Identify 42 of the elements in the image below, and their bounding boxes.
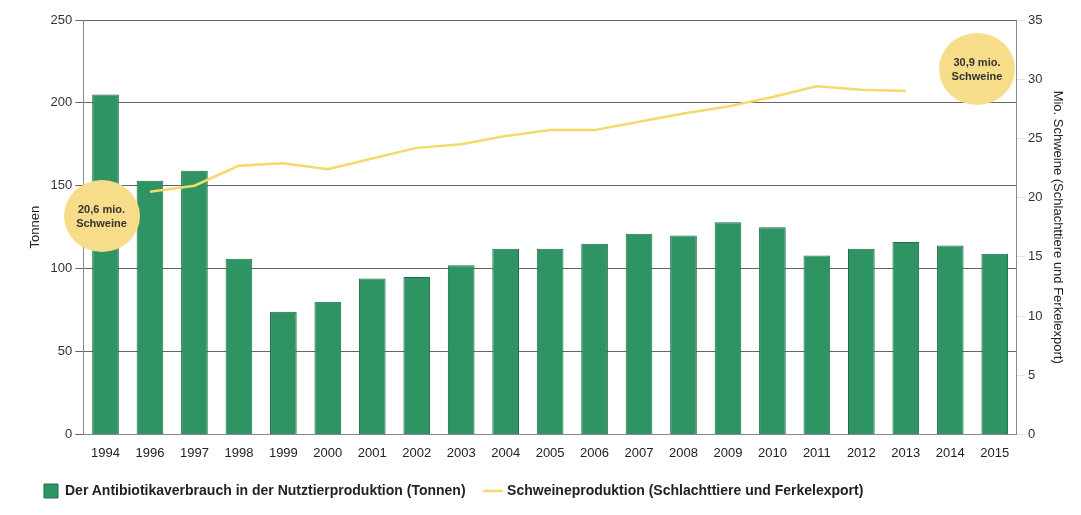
y2-tick-label: 10: [1027, 307, 1043, 323]
x-tick-label: 2009: [713, 444, 743, 460]
y-tick-label: 250: [50, 11, 73, 27]
x-tick-label: 2015: [980, 444, 1010, 460]
y-tick-label: 100: [50, 260, 73, 276]
x-tick-label: 2008: [669, 444, 698, 460]
circle-badge: 30,9 mio. Schweine: [938, 33, 1015, 106]
y2-axis-title: Mio. Schweine (Schlachttiere und Ferkelexport): [1050, 90, 1066, 364]
x-tick-label: 2014: [935, 444, 965, 460]
x-tick-label: 2007: [624, 444, 654, 460]
y2-tick-label: 15: [1027, 248, 1043, 264]
legend-label: Der Antibiotikaverbrauch in der Nutztierproduktion (Tonnen): [65, 481, 466, 498]
x-tick-label: 2004: [491, 444, 521, 460]
x-tick-label: 2003: [446, 444, 476, 460]
x-tick-label: 1999: [268, 444, 298, 460]
y-tick-label: 50: [57, 343, 73, 359]
y2-tick-label: 30: [1027, 70, 1043, 86]
x-tick-label: 2012: [846, 444, 876, 460]
legend-label: Schweineproduktion (Schlachttiere und Ferkelexport): [507, 481, 864, 498]
x-tick-label: 2011: [802, 444, 831, 460]
x-tick-label: 2010: [757, 444, 787, 460]
x-tick-label: 2001: [357, 444, 387, 460]
x-tick-label: 2002: [402, 444, 432, 460]
y-tick-label: 150: [50, 177, 73, 193]
y2-tick-label: 25: [1027, 129, 1043, 145]
y-tick-label: 200: [50, 94, 73, 110]
x-tick-label: 1996: [135, 444, 165, 460]
x-tick-label: 2006: [580, 444, 610, 460]
y2-tick-label: 0: [1027, 425, 1036, 441]
x-tick-label: 1997: [179, 444, 209, 460]
y2-tick-label: 20: [1027, 189, 1043, 205]
x-tick-label: 2000: [313, 444, 343, 460]
annotation: 30,9 mio. Schweine: [951, 55, 1003, 84]
x-tick-label: 2013: [891, 444, 921, 460]
x-tick-label: 1998: [224, 444, 254, 460]
y2-tick-label: 5: [1027, 366, 1036, 382]
y-tick-label: 0: [65, 425, 73, 441]
x-tick-label: 1994: [91, 444, 120, 460]
y-axis-title: Tonnen: [27, 205, 43, 249]
y2-tick-label: 35: [1027, 11, 1043, 27]
annotation: 20,6 mio. Schweine: [76, 201, 127, 230]
x-tick-label: 2005: [535, 444, 565, 460]
